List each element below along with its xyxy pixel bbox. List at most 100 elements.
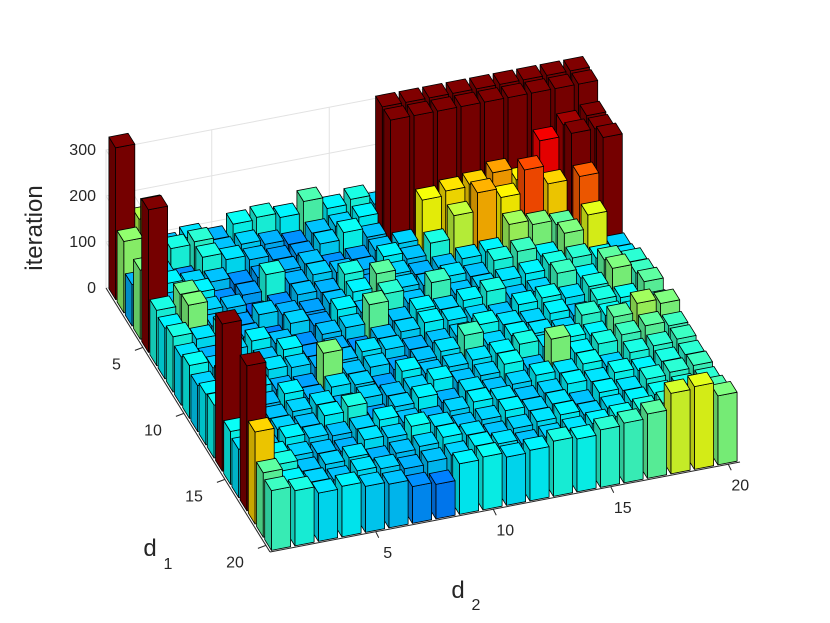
bar-top-face <box>369 258 396 275</box>
bar-top-face <box>563 56 590 72</box>
bar-top-face <box>442 396 470 412</box>
bar-front-face <box>600 425 620 488</box>
bar-top-face <box>497 349 524 365</box>
bar-top-face <box>284 352 312 369</box>
bar-top-face <box>572 161 600 177</box>
bar-top-face <box>298 297 326 314</box>
bar-top-face <box>341 442 369 459</box>
bar-top-face <box>590 284 617 301</box>
bar-top-face <box>311 478 339 494</box>
bar-top-face <box>465 345 493 361</box>
bar-top-face <box>510 236 537 252</box>
bar-top-face <box>376 241 404 258</box>
x-axis-label-main: d <box>451 577 464 604</box>
bar-top-face <box>546 426 573 442</box>
x-axis-label-sub: 2 <box>472 597 481 614</box>
bar-top-face <box>383 105 411 121</box>
bar-d1-20-d2-16 <box>616 408 644 484</box>
bar-top-face <box>477 87 505 103</box>
bar-front-face <box>270 486 292 551</box>
bar-top-face <box>247 417 275 433</box>
bar-top-face <box>285 396 313 413</box>
bar-top-face <box>435 422 463 438</box>
bar-side-face <box>108 136 116 301</box>
bar-top-face <box>512 329 540 345</box>
bar-top-face <box>165 321 193 338</box>
bar-top-face <box>417 307 445 324</box>
bar-top-face <box>356 383 383 399</box>
bar-top-face <box>498 395 525 412</box>
bar-top-face <box>486 245 514 262</box>
bar-top-face <box>579 100 607 117</box>
bar-side-face <box>133 258 141 340</box>
bar-top-face <box>203 267 231 283</box>
bar-d1-20-d2-1 <box>264 475 292 551</box>
bar-top-face <box>116 226 144 242</box>
bar-top-face <box>235 280 263 296</box>
bar-top-face <box>470 177 498 194</box>
bar-top-face <box>336 217 364 234</box>
bar-side-face <box>141 198 149 353</box>
x-tick-label-15: 15 <box>614 500 632 517</box>
bar-d1-20-d2-6 <box>381 469 409 529</box>
bar-top-face <box>457 320 484 336</box>
bar-top-face <box>544 324 571 340</box>
bar-top-face <box>446 200 474 217</box>
bar-front-face <box>458 459 480 515</box>
bar-top-face <box>558 283 585 299</box>
bar-top-face <box>350 455 377 472</box>
bar-top-face <box>286 440 314 457</box>
y-axis-label-sub: 1 <box>164 556 173 573</box>
bar-d1-20-d2-9 <box>452 448 480 515</box>
bar-top-face <box>141 194 169 211</box>
bar-top-face <box>249 202 277 218</box>
bar-top-face <box>640 399 667 415</box>
bar-side-face <box>256 461 264 538</box>
bar-top-face <box>219 293 247 309</box>
y-tick-label-5: 5 <box>112 356 121 373</box>
bar-top-face <box>606 302 634 318</box>
bar-top-face <box>334 471 362 487</box>
bar-d1-20-d2-10 <box>475 442 503 511</box>
bar-top-face <box>605 253 632 269</box>
bar-top-face <box>637 266 664 283</box>
bar-top-face <box>539 60 567 76</box>
x-tick-label-20: 20 <box>731 477 749 494</box>
bar-top-face <box>272 202 300 218</box>
bar-top-face <box>466 387 494 403</box>
bar-top-face <box>195 242 223 258</box>
bar-top-face <box>534 283 562 299</box>
bar-top-face <box>575 349 603 365</box>
bar-top-face <box>517 155 544 171</box>
bar-top-face <box>574 300 602 316</box>
bar-top-face <box>257 229 285 245</box>
bar-top-face <box>557 218 584 234</box>
bar-top-face <box>614 319 642 336</box>
bar-top-face <box>501 209 529 225</box>
bar-top-face <box>492 69 520 85</box>
bar-top-face <box>393 316 421 333</box>
bar-top-face <box>532 125 560 142</box>
bar-top-face <box>391 228 419 245</box>
bar-top-face <box>316 338 343 354</box>
bar-d1-20-d2-12 <box>522 435 550 502</box>
bar-front-face <box>411 482 433 524</box>
bar-top-face <box>564 118 591 134</box>
bar-top-face <box>337 259 365 275</box>
bar-d1-20-d2-4 <box>334 471 362 538</box>
bars-layer <box>108 56 738 551</box>
bar-top-face <box>372 405 400 421</box>
bar-top-face <box>485 157 513 174</box>
bar-top-face <box>415 185 442 201</box>
z-tick-label-100: 100 <box>69 234 96 251</box>
bar-top-face <box>189 324 217 340</box>
bar-front-face <box>364 482 386 533</box>
bar-front-face <box>341 482 362 538</box>
bar-top-face <box>596 122 623 138</box>
bar-top-face <box>473 360 501 377</box>
bar-top-face <box>452 448 480 465</box>
bar-top-face <box>377 279 405 295</box>
bar-front-face <box>576 434 597 493</box>
bar-top-face <box>639 364 666 380</box>
